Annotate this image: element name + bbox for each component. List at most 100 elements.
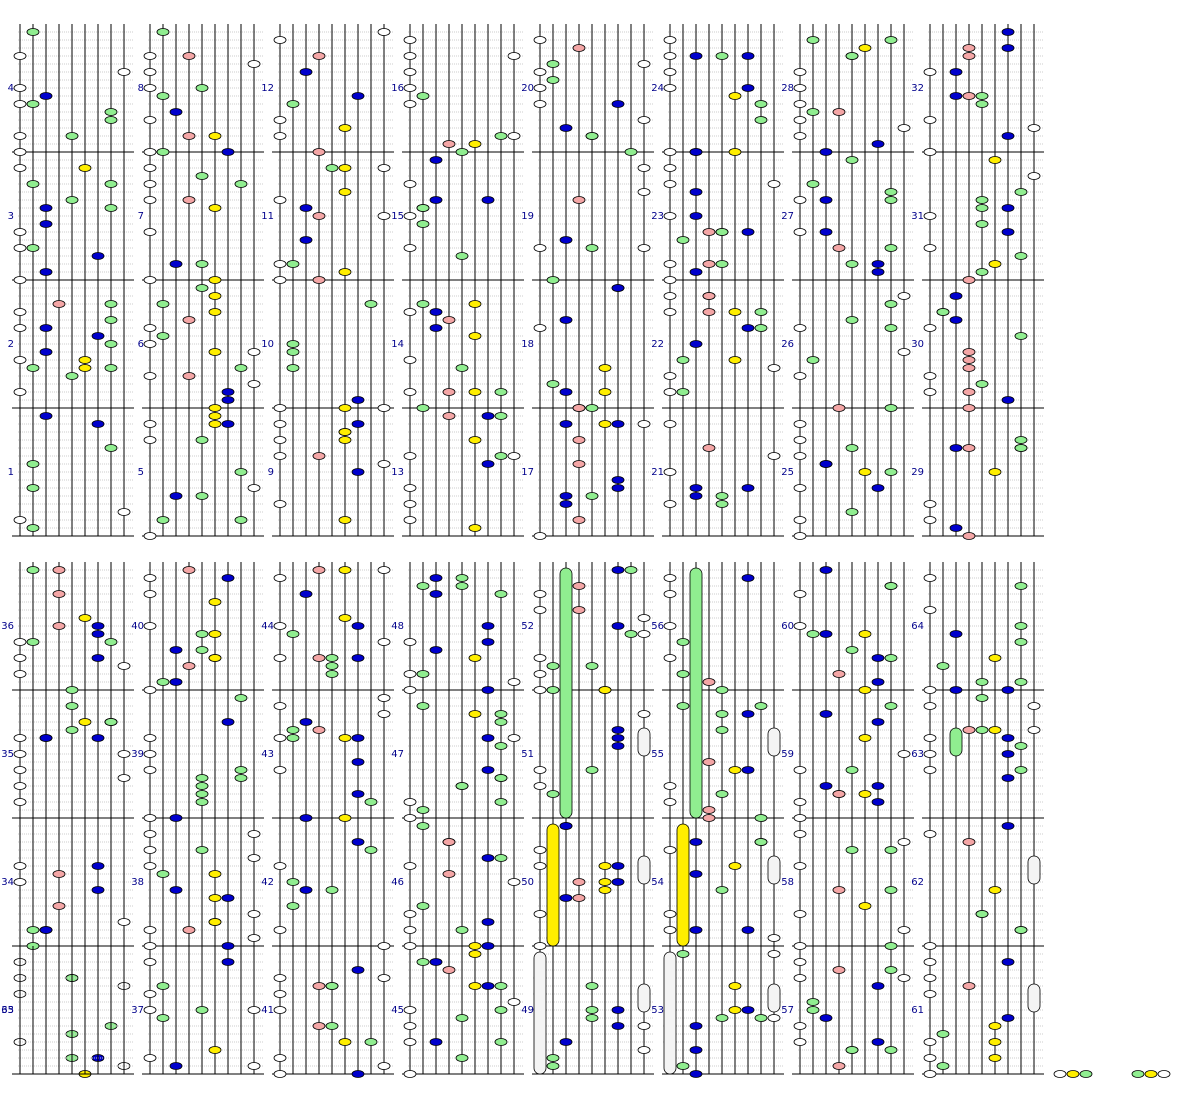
note	[845, 508, 859, 516]
note	[598, 388, 612, 396]
note	[871, 268, 885, 276]
note	[533, 670, 547, 678]
long-note	[689, 567, 703, 819]
note	[143, 862, 157, 870]
note	[962, 364, 976, 372]
note	[39, 220, 53, 228]
note	[923, 574, 937, 582]
note	[1001, 228, 1015, 236]
measure-number: 24	[651, 83, 664, 94]
note	[676, 236, 690, 244]
note	[767, 364, 781, 372]
note	[273, 766, 287, 774]
note	[923, 388, 937, 396]
measure-number: 11	[261, 211, 274, 222]
measure-number: 53	[651, 1005, 664, 1016]
measure-number: 46	[391, 877, 404, 888]
measure-number: 51	[521, 749, 534, 760]
note	[611, 878, 625, 886]
note	[143, 436, 157, 444]
note	[663, 292, 677, 300]
note	[949, 92, 963, 100]
note	[793, 228, 807, 236]
note	[936, 1062, 950, 1070]
note	[143, 574, 157, 582]
note	[533, 244, 547, 252]
note	[195, 172, 209, 180]
note	[923, 686, 937, 694]
note	[858, 44, 872, 52]
note	[663, 926, 677, 934]
note	[481, 638, 495, 646]
note	[182, 926, 196, 934]
note	[286, 878, 300, 886]
note	[624, 566, 638, 574]
note	[286, 364, 300, 372]
note	[572, 196, 586, 204]
note	[637, 1046, 651, 1054]
note	[1014, 742, 1028, 750]
note	[403, 1006, 417, 1014]
note	[26, 100, 40, 108]
note	[689, 838, 703, 846]
note	[494, 774, 508, 782]
note	[1001, 822, 1015, 830]
note	[754, 814, 768, 822]
note	[533, 846, 547, 854]
note	[39, 324, 53, 332]
note	[182, 372, 196, 380]
note	[208, 308, 222, 316]
note	[364, 798, 378, 806]
note	[494, 982, 508, 990]
note	[611, 100, 625, 108]
note	[559, 492, 573, 500]
note	[403, 516, 417, 524]
note	[234, 180, 248, 188]
note	[871, 782, 885, 790]
note	[533, 532, 547, 540]
note	[403, 1038, 417, 1046]
note	[65, 132, 79, 140]
note	[793, 132, 807, 140]
note	[663, 164, 677, 172]
note	[13, 100, 27, 108]
note	[962, 444, 976, 452]
note	[715, 790, 729, 798]
note	[273, 404, 287, 412]
note	[533, 910, 547, 918]
note	[897, 348, 911, 356]
measure-number: 60	[781, 621, 794, 632]
note	[845, 766, 859, 774]
note	[494, 718, 508, 726]
note	[195, 84, 209, 92]
note	[663, 388, 677, 396]
note	[949, 524, 963, 532]
note	[1027, 702, 1041, 710]
note	[715, 260, 729, 268]
note	[507, 678, 521, 686]
note	[845, 52, 859, 60]
note	[195, 630, 209, 638]
note	[806, 356, 820, 364]
measure-number: 65	[1, 1005, 14, 1016]
note	[793, 814, 807, 822]
note	[975, 910, 989, 918]
note	[572, 516, 586, 524]
note	[962, 404, 976, 412]
note	[156, 982, 170, 990]
note	[715, 500, 729, 508]
note	[585, 766, 599, 774]
note	[988, 156, 1002, 164]
measure-number: 34	[1, 877, 14, 888]
note	[312, 654, 326, 662]
note	[182, 566, 196, 574]
measure-number: 45	[391, 1005, 404, 1016]
note	[273, 420, 287, 428]
note	[273, 36, 287, 44]
note	[143, 276, 157, 284]
note	[221, 574, 235, 582]
note	[533, 766, 547, 774]
long-note	[949, 727, 963, 757]
note	[845, 846, 859, 854]
